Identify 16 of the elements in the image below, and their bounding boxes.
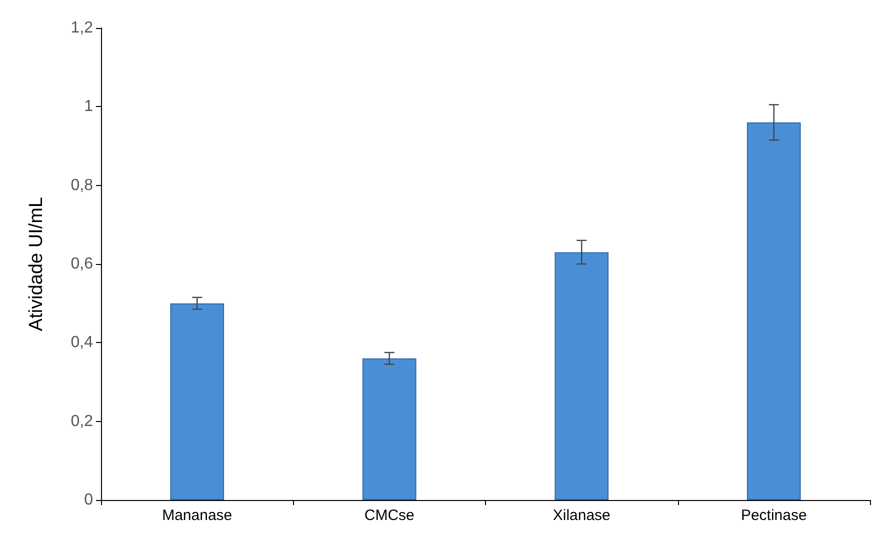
bar xyxy=(554,252,609,500)
x-tick-label: Xilanase xyxy=(552,507,610,524)
bar xyxy=(362,358,416,500)
y-tick-label: 0,2 xyxy=(70,412,94,430)
y-tick-label: 0,6 xyxy=(70,256,94,272)
x-tick-label: Pectinase xyxy=(740,507,807,524)
y-tick-label: 1,2 xyxy=(70,20,94,36)
x-tick-label: Mananase xyxy=(162,507,232,524)
y-tick-label: 0,8 xyxy=(70,176,94,194)
y-tick-label: 1 xyxy=(84,98,94,116)
x-tick-label: CMCse xyxy=(364,507,414,524)
y-tick-label: 0,4 xyxy=(70,334,94,352)
bar xyxy=(746,122,801,500)
y-tick-label: 0 xyxy=(84,492,94,508)
y-axis-title: Atividade UI/mL xyxy=(26,196,47,332)
bar xyxy=(170,303,224,500)
